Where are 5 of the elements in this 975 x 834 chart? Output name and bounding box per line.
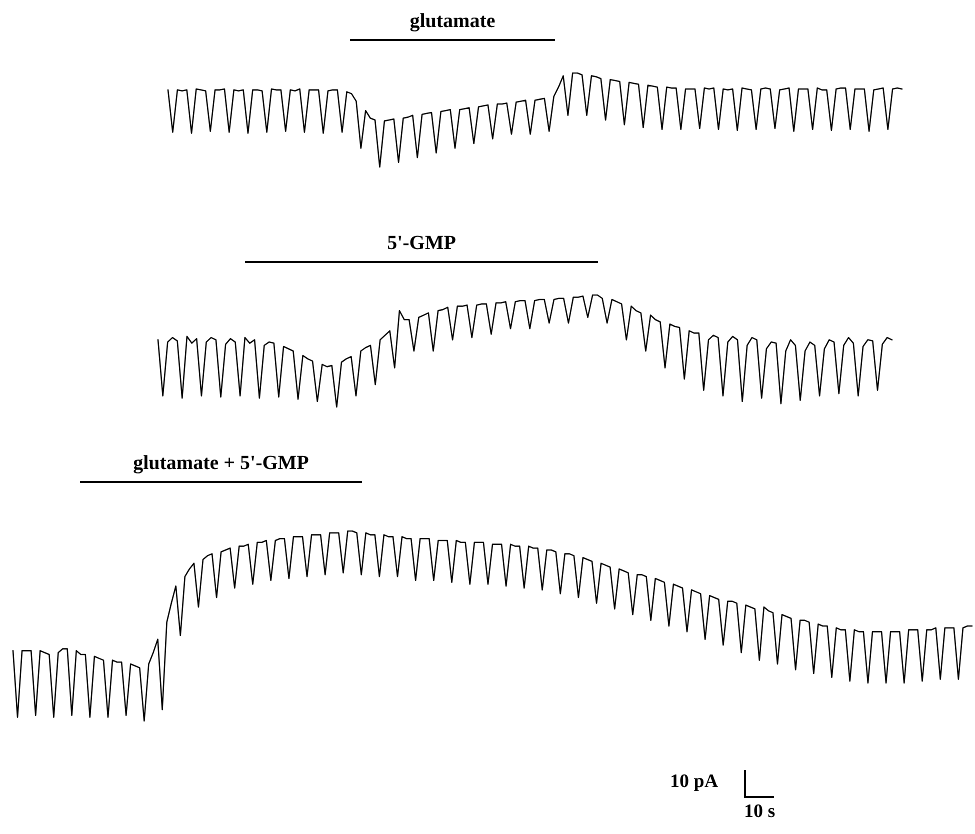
text: 10 pA: [670, 771, 718, 793]
text: 10 s: [744, 801, 776, 823]
chart-title: glutamate + 5'-GMP: [80, 452, 362, 483]
chart-title: glutamate: [350, 10, 555, 41]
chart-title: 5'-GMP: [245, 232, 598, 263]
